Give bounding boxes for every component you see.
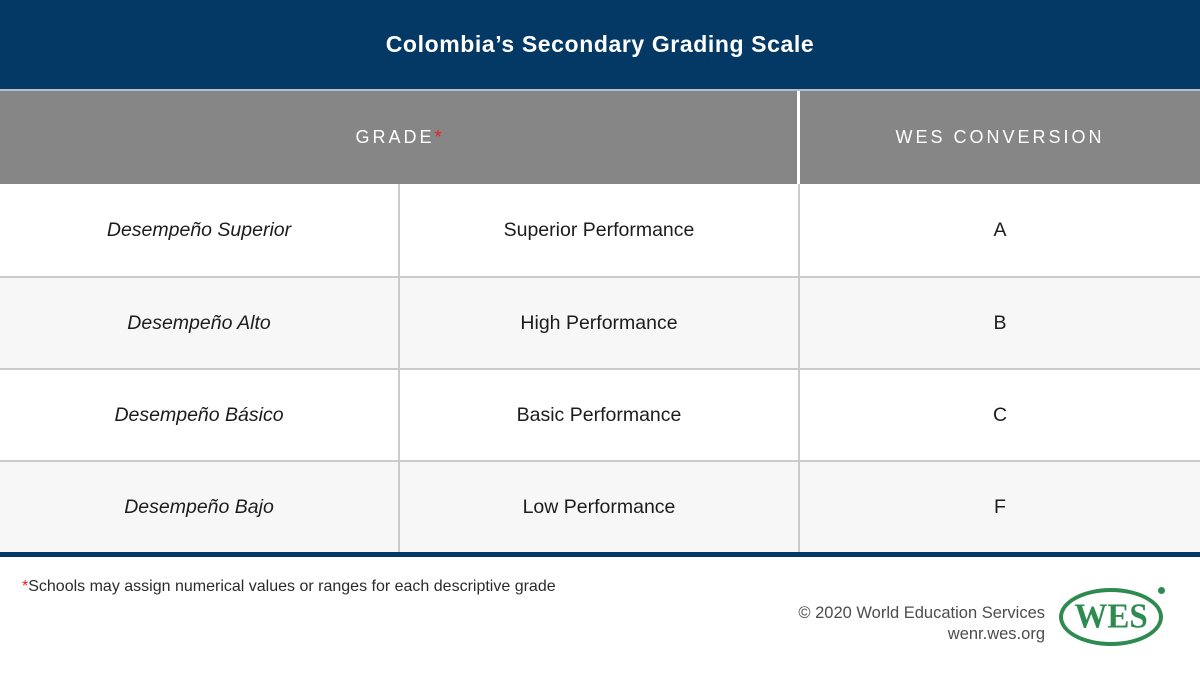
grade-english-cell: Superior Performance (400, 184, 800, 276)
column-header-grade: GRADE * (0, 91, 800, 184)
column-header-wes-conversion: WES CONVERSION (895, 127, 1105, 147)
footnote-text: Schools may assign numerical values or r… (28, 578, 556, 595)
table-row: Desempeño Alto High Performance B (0, 276, 1200, 368)
wes-conversion-cell: A (993, 218, 1007, 241)
wes-logo-text: WES (1074, 597, 1148, 636)
grade-local-cell: Desempeño Alto (0, 278, 400, 368)
footnote-marker: * (22, 578, 29, 595)
grade-local-cell: Desempeño Superior (0, 184, 400, 276)
registered-mark-icon (1158, 587, 1165, 594)
grade-english-cell: Low Performance (400, 462, 800, 552)
bottom-accent-rule (0, 552, 1200, 557)
table-body: Desempeño Superior Superior Performance … (0, 184, 1200, 552)
title-separator-line (0, 89, 1200, 91)
website-text: wenr.wes.org (947, 625, 1045, 643)
footnote: *Schools may assign numerical values or … (22, 578, 556, 596)
credit-block: © 2020 World Education Services wenr.wes… (798, 603, 1045, 645)
copyright-text: © 2020 World Education Services (798, 604, 1045, 622)
wes-conversion-cell: B (993, 311, 1007, 334)
table-header-row: GRADE * WES CONVERSION (0, 91, 1200, 184)
grade-local-cell: Desempeño Básico (0, 370, 400, 460)
wes-conversion-cell: C (992, 403, 1008, 426)
page-title: Colombia’s Secondary Grading Scale (385, 31, 815, 57)
footer: *Schools may assign numerical values or … (0, 557, 1200, 680)
grade-english-cell: High Performance (400, 278, 800, 368)
grade-header-label: GRADE (355, 127, 435, 147)
title-band: Colombia’s Secondary Grading Scale (0, 0, 1200, 89)
grade-english-cell: Basic Performance (400, 370, 800, 460)
grading-table: GRADE * WES CONVERSION Desempeño Superior… (0, 91, 1200, 552)
table-row: Desempeño Básico Basic Performance C (0, 368, 1200, 460)
table-row: Desempeño Bajo Low Performance F (0, 460, 1200, 552)
grade-footnote-marker: * (434, 127, 442, 147)
grade-local-cell: Desempeño Bajo (0, 462, 400, 552)
wes-logo: WES (1059, 587, 1165, 646)
table-row: Desempeño Superior Superior Performance … (0, 184, 1200, 276)
wes-conversion-cell: F (994, 495, 1006, 518)
